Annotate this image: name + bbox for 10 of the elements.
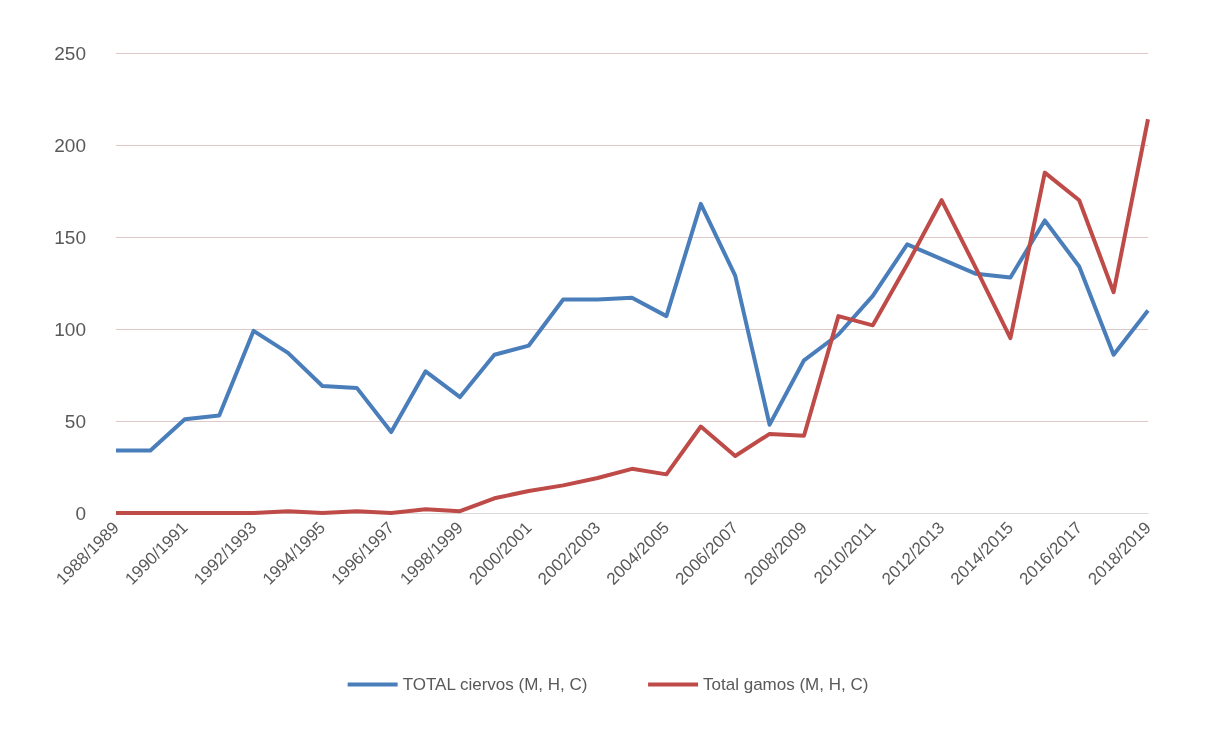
y-tick-label: 0 [75, 502, 86, 524]
legend-label: TOTAL ciervos (M, H, C) [402, 675, 588, 694]
y-tick-label: 150 [54, 226, 86, 248]
line-series [114, 117, 1150, 515]
y-tick-label: 250 [54, 42, 86, 64]
y-tick-label: 100 [54, 318, 86, 340]
y-tick-label: 50 [64, 410, 86, 432]
line-series [114, 201, 1150, 453]
legend-label: Total gamos (M, H, C) [703, 675, 869, 694]
y-tick-label: 200 [54, 134, 86, 156]
